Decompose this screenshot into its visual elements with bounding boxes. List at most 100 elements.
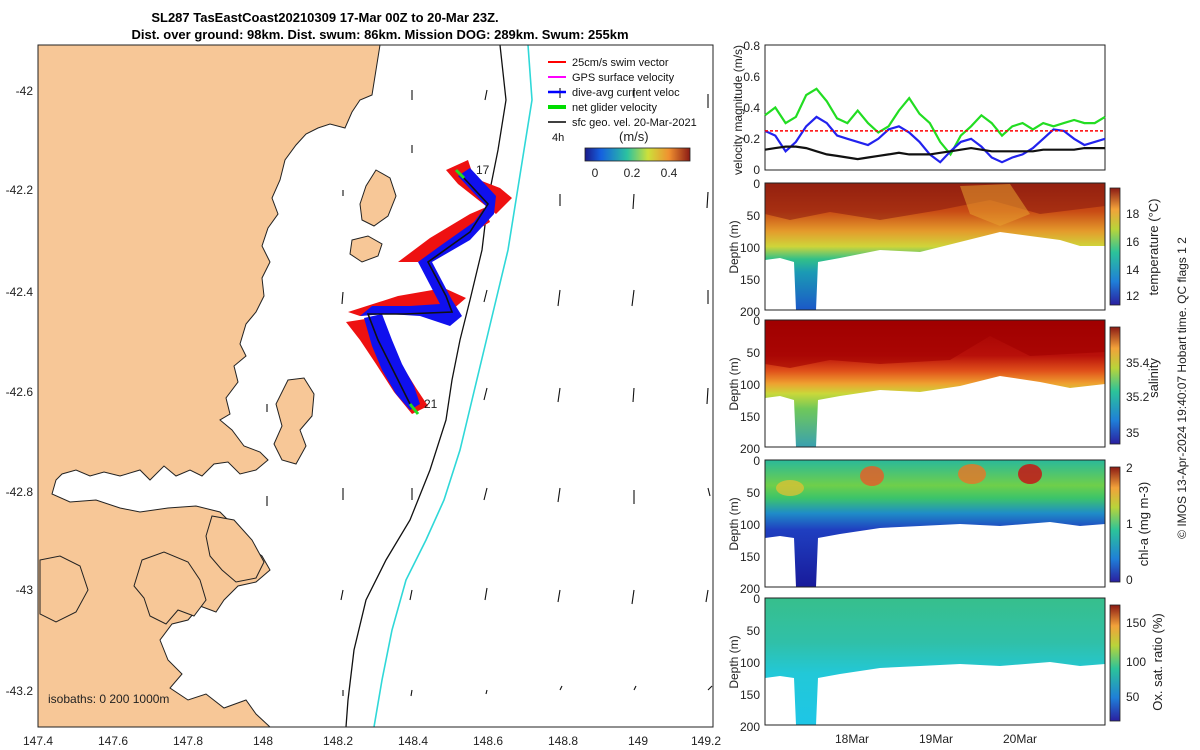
salinity-colorbar <box>1109 326 1121 445</box>
depth-label: Depth (m) <box>727 220 741 273</box>
land-tasman-peninsula <box>133 551 207 625</box>
chla-section <box>765 460 1105 587</box>
cb-tick: 35.4 <box>1126 356 1150 370</box>
depth-label: Depth (m) <box>727 497 741 550</box>
velocity-line-sfc-geo-vel- <box>764 145 1105 161</box>
depth-tick: 150 <box>740 688 760 702</box>
depth-tick: 100 <box>740 378 760 392</box>
side-note: © IMOS 13-Apr-2024 19:40:07 Hobart time.… <box>1175 237 1189 539</box>
x-tick-label: 148.8 <box>548 734 578 748</box>
velocity-line-net-glider-velocity <box>764 87 1106 157</box>
svg-text:dive-avg current veloc: dive-avg current veloc <box>572 87 680 99</box>
depth-tick: 150 <box>740 410 760 424</box>
land-island-small <box>349 235 383 263</box>
x-tick-label: 147.4 <box>23 734 53 748</box>
map-x-ticks: 147.4 147.6 147.8 148 148.2 148.4 148.6 … <box>23 734 721 748</box>
chla-colorbar <box>1109 466 1121 583</box>
y-tick-label: -42.6 <box>6 385 34 399</box>
vel-y-tick: 0.4 <box>743 101 760 115</box>
chla-bloom <box>776 480 804 496</box>
cb-label: salinity <box>1146 358 1161 398</box>
y-tick-label: -43.2 <box>6 684 34 698</box>
scale-label: 4h <box>552 132 564 144</box>
legend-swim: 25cm/s swim vector <box>548 57 669 69</box>
y-tick-label: -42 <box>16 84 34 98</box>
oxygen-section <box>765 598 1105 725</box>
chart-title: SL287 TasEastCoast20210309 17-Mar 00Z to… <box>151 10 498 25</box>
chart-subtitle: Dist. over ground: 98km. Dist. swum: 86k… <box>131 27 628 42</box>
chla-bloom <box>1018 464 1042 484</box>
cb-tick: 12 <box>1126 289 1140 303</box>
vel-y-tick: 0 <box>753 163 760 177</box>
cb-tick: 150 <box>1126 616 1146 630</box>
cb-tick: 18 <box>1126 207 1140 221</box>
land-forestier <box>205 515 265 583</box>
depth-tick: 50 <box>747 486 761 500</box>
depth-tick: 100 <box>740 656 760 670</box>
x-tick-label: 149 <box>628 734 648 748</box>
depth-tick: 50 <box>747 346 761 360</box>
cb-tick: 50 <box>1126 690 1140 704</box>
temperature-warm-patch <box>960 184 1030 226</box>
y-tick-label: -42.4 <box>6 285 34 299</box>
cb-tick: 14 <box>1126 263 1140 277</box>
depth-tick: 100 <box>740 518 760 532</box>
depth-tick: 150 <box>740 273 760 287</box>
map-legend: 25cm/s swim vector GPS surface velocity … <box>548 57 697 180</box>
depth-tick: 200 <box>740 582 760 596</box>
cb-tick: 2 <box>1126 461 1133 475</box>
x-tick-label: 149.2 <box>691 734 721 748</box>
cb-label: Ox. sat. ratio (%) <box>1150 613 1165 711</box>
depth-label: Depth (m) <box>727 357 741 410</box>
depth-tick: 0 <box>753 177 760 191</box>
x-tick-label: 148.2 <box>323 734 353 748</box>
velocity-panel: 0 0.2 0.4 0.6 0.8 velocity magnitude (m/… <box>731 39 1106 177</box>
depth-tick: 50 <box>747 209 761 223</box>
x-tick-label: 148.4 <box>398 734 428 748</box>
map-y-ticks: -42 -42.2 -42.4 -42.6 -42.8 -43 -43.2 <box>6 84 34 698</box>
net-glider-track <box>366 175 490 405</box>
svg-text:25cm/s swim vector: 25cm/s swim vector <box>572 57 669 69</box>
vel-y-tick: 0.8 <box>743 39 760 53</box>
x-tick-label: 147.6 <box>98 734 128 748</box>
isobath-200m <box>345 45 507 727</box>
salinity-high-layer <box>765 320 1105 368</box>
map-panel: 17 21 isobaths: 0 200 1000m 25cm/s swim … <box>6 44 721 748</box>
depth-tick: 200 <box>740 305 760 319</box>
time-tick: 19Mar <box>919 732 953 746</box>
legend-sfc-geo: sfc geo. vel. 20-Mar-2021 <box>548 117 697 129</box>
net-glider-end <box>408 403 420 415</box>
oxygen-panel: 0 50 100 150 200 Depth (m) 50 100 150 Ox… <box>727 592 1165 746</box>
cb-tick: 35.2 <box>1126 390 1150 404</box>
depth-tick: 200 <box>740 442 760 456</box>
isobath-label: isobaths: 0 200 1000m <box>48 692 169 706</box>
land-mainland <box>38 45 381 727</box>
isobath-1000m <box>373 45 533 727</box>
depth-tick: 100 <box>740 241 760 255</box>
speed-colorbar <box>584 147 691 162</box>
colorbar-tick: 0.4 <box>661 166 678 180</box>
cb-label: chl-a (mg m-3) <box>1136 482 1151 567</box>
svg-text:sfc geo. vel. 20-Mar-2021: sfc geo. vel. 20-Mar-2021 <box>572 117 697 129</box>
time-tick: 18Mar <box>835 732 869 746</box>
depth-tick: 0 <box>753 592 760 606</box>
colorbar-tick: 0.2 <box>624 166 641 180</box>
chla-bloom <box>860 466 884 486</box>
velocity-line-dive-avg-current <box>764 115 1106 164</box>
time-tick: 20Mar <box>1003 732 1037 746</box>
vel-y-tick: 0.6 <box>743 70 760 84</box>
depth-tick: 200 <box>740 720 760 734</box>
depth-tick: 0 <box>753 314 760 328</box>
land-schouten <box>359 169 397 227</box>
map-frame <box>37 44 714 728</box>
land-south-islands <box>39 555 89 623</box>
depth-label: Depth (m) <box>727 635 741 688</box>
temperature-panel: 0 50 100 150 200 Depth (m) 12 14 16 18 t… <box>727 177 1161 319</box>
svg-text:GPS surface velocity: GPS surface velocity <box>572 72 675 84</box>
temperature-colorbar <box>1109 187 1121 306</box>
salinity-panel: 0 50 100 150 200 Depth (m) 35 35.2 35.4 … <box>727 314 1161 456</box>
chla-panel: 0 50 100 150 200 Depth (m) 0 1 2 chl-a (… <box>727 454 1151 596</box>
oxygen-colorbar <box>1109 604 1121 722</box>
cb-tick: 16 <box>1126 235 1140 249</box>
